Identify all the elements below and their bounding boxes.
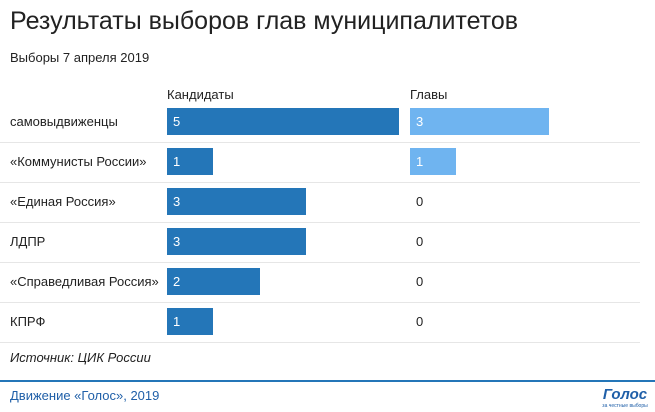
footer-credit: Движение «Голос», 2019 bbox=[10, 388, 160, 403]
footer-divider bbox=[0, 380, 655, 382]
heads-bar: 1 bbox=[410, 148, 457, 175]
page-title: Результаты выборов глав муниципалитетов bbox=[10, 7, 519, 35]
category-label: КПРФ bbox=[10, 314, 46, 329]
candidates-bar: 3 bbox=[167, 188, 307, 215]
heads-bar: 3 bbox=[410, 108, 550, 135]
heads-zero-value: 0 bbox=[416, 274, 424, 289]
row-separator bbox=[0, 302, 640, 303]
golos-logo: Голос за честные выборы bbox=[602, 386, 648, 409]
row-separator bbox=[0, 222, 640, 223]
bar-value-label: 1 bbox=[173, 314, 181, 329]
bar-value-label: 3 bbox=[173, 234, 181, 249]
row-separator bbox=[0, 262, 640, 263]
bar-value-label: 3 bbox=[173, 194, 181, 209]
logo-wordmark: Голос bbox=[603, 386, 648, 403]
candidates-bar: 1 bbox=[167, 308, 214, 335]
row-separator bbox=[0, 182, 640, 183]
bar-value-label: 1 bbox=[173, 154, 181, 169]
source-note: Источник: ЦИК России bbox=[10, 350, 151, 365]
logo-tagline: за честные выборы bbox=[602, 403, 648, 409]
category-label: ЛДПР bbox=[10, 234, 46, 249]
candidates-bar: 1 bbox=[167, 148, 214, 175]
bar-value-label: 3 bbox=[416, 114, 424, 129]
heads-zero-value: 0 bbox=[416, 194, 424, 209]
bar-value-label: 2 bbox=[173, 274, 181, 289]
category-label: самовыдвиженцы bbox=[10, 114, 118, 129]
bar-value-label: 5 bbox=[173, 114, 181, 129]
candidates-bar: 5 bbox=[167, 108, 399, 135]
heads-zero-value: 0 bbox=[416, 314, 424, 329]
bar-value-label: 1 bbox=[416, 154, 424, 169]
row-separator bbox=[0, 142, 640, 143]
candidates-bar: 3 bbox=[167, 228, 307, 255]
page-subtitle: Выборы 7 апреля 2019 bbox=[10, 50, 150, 65]
heads-column-header: Главы bbox=[410, 87, 448, 102]
category-label: «Коммунисты России» bbox=[10, 154, 147, 169]
category-label: «Справедливая Россия» bbox=[10, 274, 159, 289]
candidates-column-header: Кандидаты bbox=[167, 87, 234, 102]
candidates-bar: 2 bbox=[167, 268, 260, 295]
category-label: «Единая Россия» bbox=[10, 194, 116, 209]
heads-zero-value: 0 bbox=[416, 234, 424, 249]
row-separator bbox=[0, 342, 640, 343]
